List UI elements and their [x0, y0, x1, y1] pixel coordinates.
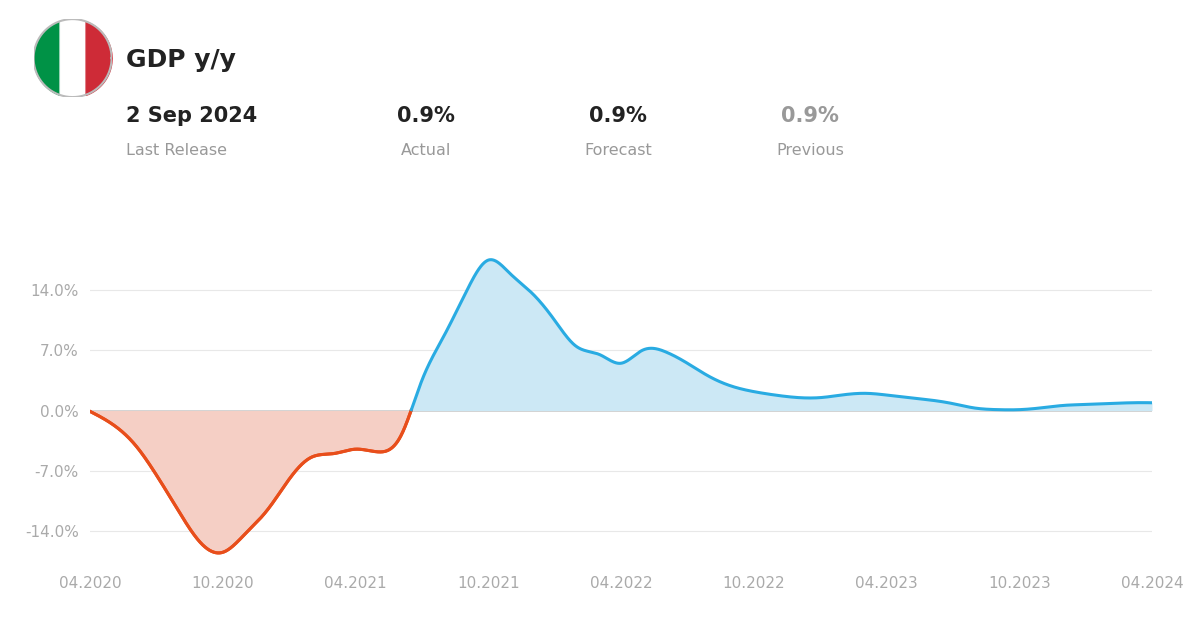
- Text: 0.9%: 0.9%: [589, 106, 647, 126]
- Text: Actual: Actual: [401, 143, 451, 158]
- Text: GDP y/y: GDP y/y: [126, 48, 236, 72]
- Text: 0.9%: 0.9%: [397, 106, 455, 126]
- Text: 0.9%: 0.9%: [781, 106, 839, 126]
- Text: 2 Sep 2024: 2 Sep 2024: [126, 106, 257, 126]
- Text: Forecast: Forecast: [584, 143, 652, 158]
- Text: Previous: Previous: [776, 143, 844, 158]
- Text: Last Release: Last Release: [126, 143, 227, 158]
